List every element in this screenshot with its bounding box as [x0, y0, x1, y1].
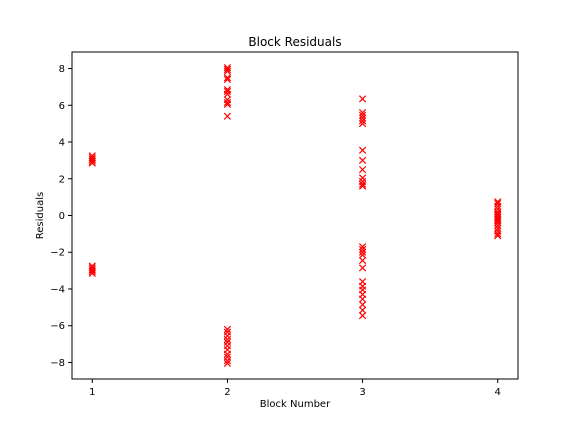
x-tick-label: 3	[359, 387, 365, 398]
data-point	[358, 300, 367, 309]
data-point	[494, 230, 502, 238]
data-point	[358, 117, 367, 125]
y-tick-label: 4	[59, 138, 65, 149]
data-point	[358, 245, 367, 254]
data-point	[88, 157, 96, 165]
data-point	[358, 111, 367, 120]
y-tick-label: 0	[59, 211, 65, 222]
data-point	[358, 95, 367, 103]
data-point	[88, 269, 96, 277]
data-point	[223, 98, 232, 107]
data-point	[358, 180, 367, 188]
data-point	[358, 243, 367, 251]
y-tick-label: −8	[50, 358, 65, 369]
data-point	[358, 251, 367, 259]
data-point	[358, 108, 367, 117]
data-point	[358, 311, 367, 320]
data-point	[223, 325, 232, 334]
data-point	[223, 67, 232, 75]
y-tick-label: 6	[59, 101, 65, 112]
data-point	[88, 159, 96, 167]
data-point	[358, 306, 367, 314]
data-point	[358, 146, 367, 154]
data-point	[358, 120, 367, 128]
data-point	[223, 87, 232, 96]
x-tick-label: 2	[224, 387, 230, 398]
y-tick-label: −4	[50, 284, 65, 295]
data-point	[223, 350, 232, 358]
x-axis-label: Block Number	[260, 399, 331, 410]
data-point	[358, 114, 367, 122]
data-point	[223, 359, 232, 368]
data-point	[358, 182, 367, 190]
data-point	[88, 267, 96, 276]
plot-frame	[71, 51, 519, 380]
x-tick-label: 1	[89, 387, 95, 398]
data-point	[494, 224, 502, 232]
data-point	[223, 75, 232, 84]
data-point	[358, 264, 367, 272]
chart-title: Block Residuals	[248, 35, 341, 49]
data-point	[223, 112, 232, 120]
data-point	[494, 221, 502, 230]
data-point	[358, 165, 367, 174]
data-point	[358, 248, 367, 256]
x-tick-label: 4	[495, 387, 501, 398]
ticks-layer: 1 2 3 4 −8 −6 −4 −2 0 2 4 6 8	[50, 64, 501, 398]
data-point	[223, 100, 232, 108]
data-point	[494, 219, 502, 227]
data-point	[358, 295, 367, 303]
data-point	[358, 156, 367, 165]
data-point	[223, 74, 232, 82]
data-point	[223, 357, 232, 365]
y-tick-label: −6	[50, 321, 65, 332]
y-axis-label: Residuals	[35, 192, 46, 239]
data-point	[358, 256, 367, 265]
data-point	[223, 335, 232, 344]
points-layer	[88, 63, 502, 368]
data-point	[223, 90, 232, 98]
data-point	[494, 232, 502, 240]
plot-area	[72, 52, 518, 379]
y-tick-label: 8	[59, 64, 65, 75]
data-point	[494, 199, 502, 208]
y-tick-label: −2	[50, 248, 65, 259]
data-point	[223, 65, 232, 74]
y-tick-label: 2	[59, 174, 65, 185]
data-point	[494, 202, 502, 210]
